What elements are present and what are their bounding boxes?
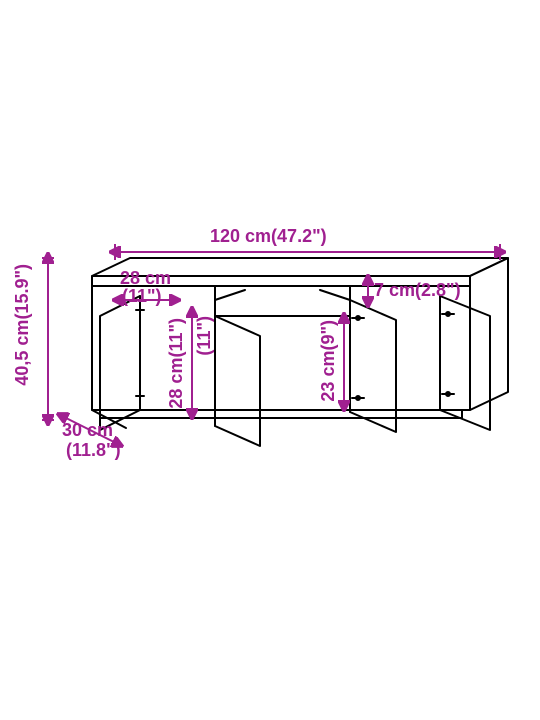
dim-depth-30b: (11.8"): [66, 440, 121, 461]
dim-int-23: 23 cm(9"): [318, 320, 339, 402]
furniture-drawing: [0, 0, 540, 720]
dim-door-28v: 28 cm(11"): [166, 318, 187, 409]
dim-height-405: 40,5 cm(15.9"): [12, 264, 33, 386]
dim-width-120: 120 cm(47.2"): [210, 226, 327, 247]
diagram-canvas: 120 cm(47.2") 28 cm (11") 7 cm(2.8") 30 …: [0, 0, 540, 720]
dim-door-28v2: (11"): [194, 316, 215, 356]
dim-11-top: (11"): [122, 286, 162, 307]
dim-depth-30: 30 cm: [62, 420, 113, 441]
dim-drawer-7: 7 cm(2.8"): [374, 280, 461, 301]
